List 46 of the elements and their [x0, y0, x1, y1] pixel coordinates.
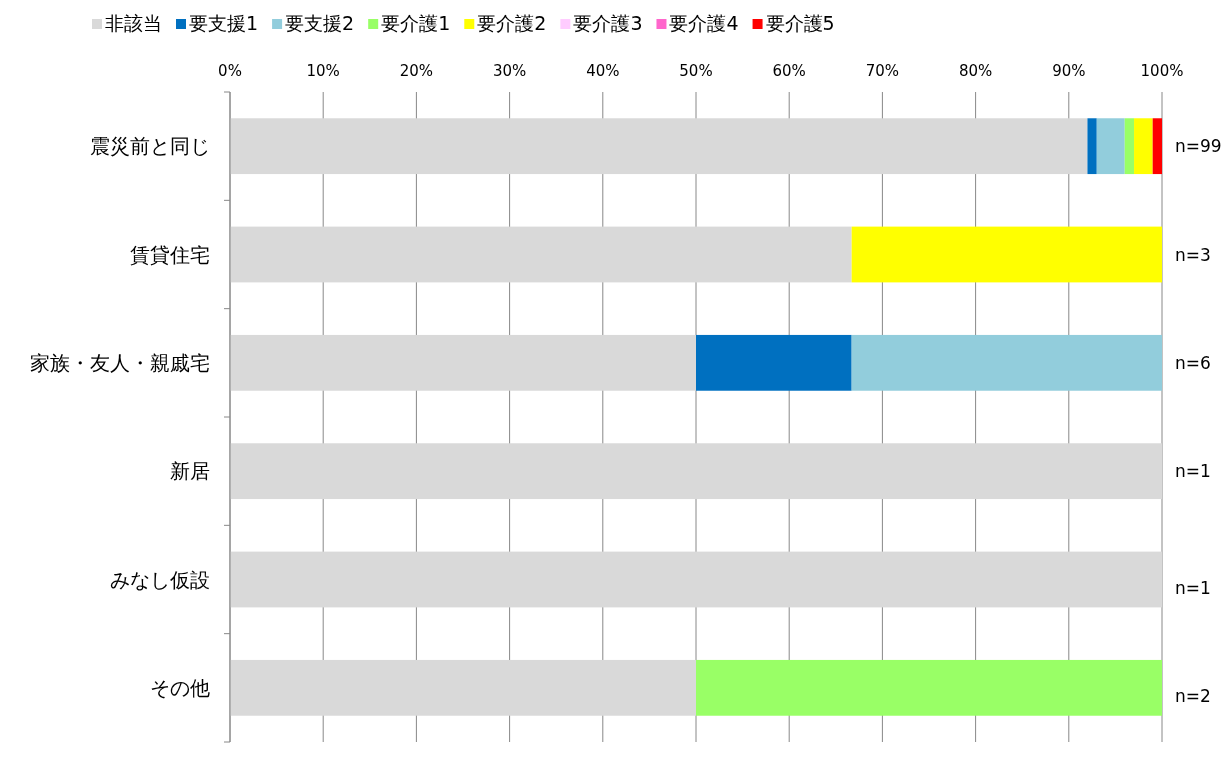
legend-label: 要介護4 — [669, 12, 739, 34]
x-tick-label: 30% — [492, 62, 527, 80]
bar — [1096, 118, 1125, 175]
text: n=1 — [1175, 577, 1211, 598]
bar — [230, 334, 696, 391]
bar — [851, 334, 1162, 391]
y-tick-label: 賃貸住宅 — [130, 242, 210, 267]
bar — [230, 443, 1162, 500]
x-tick-label: 90% — [1052, 62, 1086, 80]
legend-label: 要介護3 — [573, 12, 643, 34]
y-tick-label: 家族・友人・親戚宅 — [30, 350, 210, 375]
legend-label: 要介護2 — [477, 12, 547, 34]
bar — [696, 334, 852, 391]
bar — [1152, 118, 1162, 175]
text: n=2 — [1175, 685, 1211, 706]
bar — [1124, 118, 1135, 175]
legend-label: 要介護1 — [381, 12, 451, 34]
x-tick-label: 80% — [958, 62, 993, 80]
legend-label: 要支援1 — [189, 12, 259, 34]
legend-label: 要介護5 — [765, 12, 835, 34]
bar — [851, 226, 1162, 283]
legend-label: 要支援2 — [285, 12, 355, 34]
y-tick-label: 新居 — [170, 459, 210, 484]
x-tick-label: 20% — [399, 62, 434, 80]
text: n=6 — [1175, 352, 1211, 373]
text: n=1 — [1175, 461, 1211, 482]
bar — [230, 659, 696, 716]
bar — [1134, 118, 1153, 175]
bar — [230, 118, 1088, 175]
x-tick-label: 60% — [772, 62, 806, 80]
y-tick-label: 震災前と同じ — [90, 134, 210, 159]
text: n=99 — [1175, 136, 1222, 157]
x-tick-label: 70% — [865, 62, 900, 80]
bar — [696, 659, 1162, 716]
bar — [230, 551, 1162, 608]
x-tick-label: 0% — [218, 62, 242, 80]
bar — [1087, 118, 1097, 175]
text: n=3 — [1175, 244, 1211, 265]
x-tick-label: 40% — [586, 62, 620, 80]
y-tick-label: みなし仮設 — [110, 567, 210, 592]
x-tick-label: 10% — [306, 62, 340, 80]
x-tick-label: 100% — [1140, 62, 1184, 80]
y-tick-label: その他 — [150, 675, 210, 700]
legend-label: 非該当 — [105, 12, 162, 34]
bar — [230, 226, 852, 283]
x-tick-label: 50% — [679, 62, 713, 80]
